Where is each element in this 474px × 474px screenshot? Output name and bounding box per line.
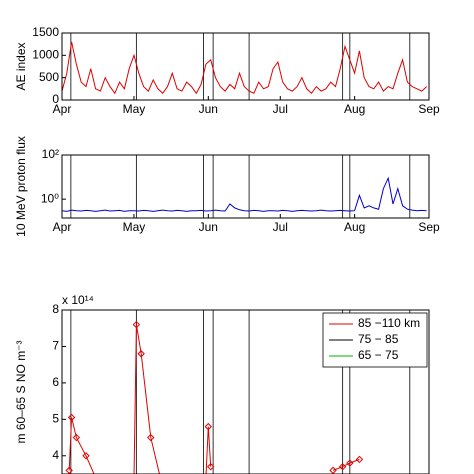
y-tick-label: 6: [52, 375, 59, 389]
point-marker: [338, 463, 347, 471]
x-tick-label: Jun: [199, 220, 218, 234]
series-line: [205, 426, 212, 474]
y-tick-label: 10⁰: [41, 191, 59, 205]
point-marker: [204, 422, 213, 431]
plot-area: [65, 310, 411, 474]
plot-area: [62, 33, 427, 100]
y-tick-label: 10²: [42, 147, 59, 161]
y-axis-label: AE index: [14, 42, 28, 90]
point-marker: [207, 463, 215, 471]
point-marker: [67, 413, 76, 422]
series-line: [62, 41, 427, 95]
x-tick-label: Jul: [273, 102, 288, 116]
y-tick-label: 5: [52, 412, 59, 426]
point-marker: [329, 466, 337, 474]
x-tick-label: Apr: [53, 220, 72, 234]
x-tick-label: Apr: [53, 102, 72, 116]
series-line: [133, 324, 160, 474]
y-tick-label: 8: [52, 302, 59, 316]
y-tick-label: 1000: [32, 48, 59, 62]
y-tick-label: 0: [52, 92, 59, 106]
series-line: [62, 176, 427, 212]
x-tick-label: May: [123, 102, 146, 116]
point-marker: [72, 433, 81, 442]
point-marker: [137, 350, 145, 358]
x-tick-label: Sep: [418, 220, 440, 234]
plot-area: [62, 155, 427, 218]
point-marker: [346, 459, 354, 467]
axes-frame: [61, 154, 430, 219]
axes-frame: [61, 309, 430, 474]
point-marker: [82, 452, 90, 460]
series-line: [332, 458, 360, 471]
y-tick-label: 1500: [32, 25, 59, 39]
x-tick-label: Jun: [199, 102, 218, 116]
point-marker: [132, 320, 141, 329]
legend-label: 85 −110 km: [358, 316, 420, 330]
y-axis-label: m 60–65 S NO m⁻³: [14, 340, 28, 443]
legend-label: 75 − 85: [358, 332, 399, 346]
x-tick-label: Sep: [418, 102, 440, 116]
axes-frame: [61, 32, 430, 101]
x-tick-label: May: [123, 220, 146, 234]
point-marker: [147, 433, 155, 442]
legend-label: 65 − 75: [358, 348, 399, 362]
point-marker: [355, 455, 364, 464]
y-tick-label: 4: [52, 448, 59, 462]
x-tick-label: Jul: [273, 220, 288, 234]
y-tick-label: 7: [52, 339, 59, 353]
x-tick-label: Aug: [344, 102, 365, 116]
x-tick-label: Aug: [344, 220, 365, 234]
series-line: [68, 417, 95, 474]
point-marker: [65, 466, 73, 474]
y-axis-label: 10 MeV proton flux: [14, 136, 28, 237]
axis-multiplier: x 10¹⁴: [62, 293, 94, 307]
y-tick-label: 500: [39, 70, 59, 84]
